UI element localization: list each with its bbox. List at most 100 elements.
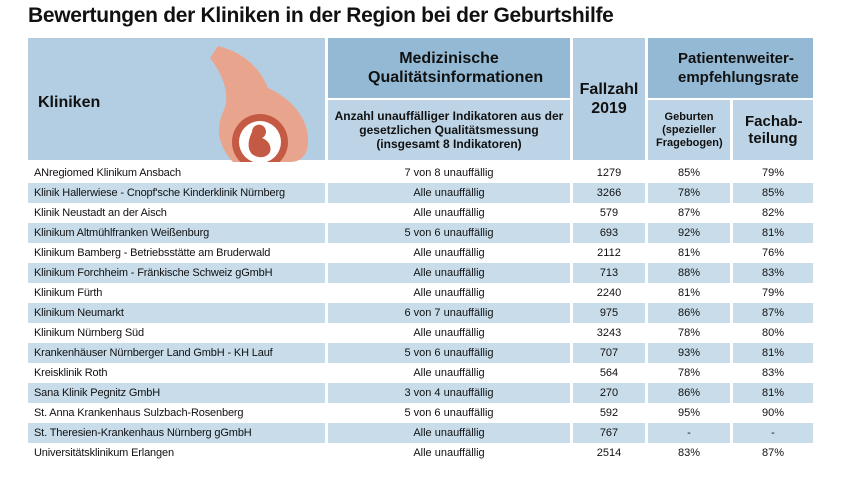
quality-header: Medizinische Qualitätsinformationen <box>328 38 570 98</box>
births-cell: 86% <box>648 303 730 323</box>
department-cell: 81% <box>733 223 813 243</box>
quality-cell: 3 von 4 unauffällig <box>328 383 570 403</box>
department-cell: 79% <box>761 287 785 299</box>
pregnancy-icon <box>210 46 309 162</box>
births-cell: 85% <box>677 167 701 179</box>
clinic-name: Klinikum Bamberg - Betriebsstätte am Bru… <box>34 247 271 259</box>
table-row: Kreisklinik Roth Alle unauffällig 564 78% 83… <box>28 363 813 383</box>
table-row: Klinikum Nürnberg Süd Alle unauffällig 324… <box>28 323 813 343</box>
quality-cell: Alle unauffällig <box>413 367 485 379</box>
births-cell: 87% <box>677 207 701 219</box>
births-cell: 95% <box>677 407 701 419</box>
recommend-header: Patientenweiter-empfehlungsrate <box>648 38 813 98</box>
births-cell: 86% <box>648 383 730 403</box>
cases-cell: 2112 <box>597 247 621 259</box>
cases-cell: 693 <box>573 223 645 243</box>
births-cell: 78% <box>677 327 701 339</box>
cases-cell: 975 <box>573 303 645 323</box>
clinic-name: Sana Klinik Pegnitz GmbH <box>28 383 325 403</box>
department-cell: 83% <box>761 367 785 379</box>
table-row: Klinikum Altmühlfranken Weißenburg 5 von … <box>28 223 813 243</box>
department-cell: 81% <box>733 343 813 363</box>
clinic-name: Kreisklinik Roth <box>34 367 108 379</box>
table-body: ANregiomed Klinikum Ansbach 7 von 8 unauf… <box>28 163 813 463</box>
clinic-name: Universitätsklinikum Erlangen <box>34 447 174 459</box>
table-row: Klinikum Forchheim - Fränkische Schweiz … <box>28 263 813 283</box>
table-row: Krankenhäuser Nürnberger Land GmbH - KH … <box>28 343 813 363</box>
table-row: Klinikum Fürth Alle unauffällig 2240 81% 79% <box>28 283 813 303</box>
births-cell: - <box>648 423 730 443</box>
department-cell: 81% <box>733 383 813 403</box>
clinic-name: Klinikum Nürnberg Süd <box>34 327 144 339</box>
department-cell: 76% <box>761 247 785 259</box>
quality-cell: 5 von 6 unauffällig <box>328 343 570 363</box>
department-cell: 79% <box>761 167 785 179</box>
births-cell: 92% <box>648 223 730 243</box>
clinic-name: Klinikum Neumarkt <box>28 303 325 323</box>
table-row: Klinikum Neumarkt 6 von 7 unauffällig 975 8… <box>28 303 813 323</box>
clinics-label: Kliniken <box>38 94 101 111</box>
cases-cell: 3266 <box>573 183 645 203</box>
quality-cell: 5 von 6 unauffällig <box>328 223 570 243</box>
clinic-name: ANregiomed Klinikum Ansbach <box>34 167 181 179</box>
births-header: Geburten (spezieller Fragebogen) <box>648 98 730 160</box>
clinic-name: Krankenhäuser Nürnberger Land GmbH - KH … <box>28 343 325 363</box>
table-row: St. Anna Krankenhaus Sulzbach-Rosenberg 5… <box>28 403 813 423</box>
department-cell: - <box>733 423 813 443</box>
cases-cell: 592 <box>599 407 619 419</box>
clinic-name: Klinikum Fürth <box>34 287 103 299</box>
cases-cell: 2240 <box>596 287 622 299</box>
quality-cell: 5 von 6 unauffällig <box>404 407 494 419</box>
cases-cell: 707 <box>573 343 645 363</box>
births-cell: 88% <box>648 263 730 283</box>
department-cell: 83% <box>733 263 813 283</box>
cases-cell: 3243 <box>596 327 622 339</box>
quality-cell: Alle unauffällig <box>328 423 570 443</box>
department-cell: 87% <box>761 447 785 459</box>
quality-cell: Alle unauffällig <box>328 263 570 283</box>
table-row: Klinikum Bamberg - Betriebsstätte am Bru… <box>28 243 813 263</box>
quality-cell: Alle unauffällig <box>413 327 485 339</box>
cases-cell: 713 <box>573 263 645 283</box>
cases-cell: 270 <box>573 383 645 403</box>
births-cell: 81% <box>677 247 701 259</box>
births-cell: 78% <box>648 183 730 203</box>
quality-cell: 7 von 8 unauffällig <box>404 167 494 179</box>
quality-cell: Alle unauffällig <box>413 287 485 299</box>
clinic-name: Klinikum Forchheim - Fränkische Schweiz … <box>28 263 325 283</box>
births-cell: 93% <box>648 343 730 363</box>
births-cell: 81% <box>677 287 701 299</box>
table-row: Klinik Neustadt an der Aisch Alle unauffä… <box>28 203 813 223</box>
table-row: St. Theresien-Krankenhaus Nürnberg gGmbH… <box>28 423 813 443</box>
cases-cell: 564 <box>599 367 619 379</box>
department-cell: 85% <box>733 183 813 203</box>
department-cell: 87% <box>733 303 813 323</box>
table-row: Universitätsklinikum Erlangen Alle unauff… <box>28 443 813 463</box>
table-row: ANregiomed Klinikum Ansbach 7 von 8 unauf… <box>28 163 813 183</box>
clinic-name: Klinikum Altmühlfranken Weißenburg <box>28 223 325 243</box>
cases-header: Fallzahl 2019 <box>573 38 645 160</box>
clinics-header: Kliniken <box>28 38 325 162</box>
table-row: Klinik Hallerwiese - Cnopf'sche Kinderkl… <box>28 183 813 203</box>
quality-cell: Alle unauffällig <box>413 207 485 219</box>
quality-cell: 6 von 7 unauffällig <box>328 303 570 323</box>
clinic-name: Klinik Neustadt an der Aisch <box>34 207 167 219</box>
quality-cell: Alle unauffällig <box>413 447 485 459</box>
department-cell: 90% <box>761 407 785 419</box>
cases-cell: 579 <box>599 207 619 219</box>
births-cell: 78% <box>677 367 701 379</box>
clinic-name: St. Theresien-Krankenhaus Nürnberg gGmbH <box>28 423 325 443</box>
cases-cell: 2514 <box>596 447 622 459</box>
table: Kliniken Medizinische Qualitätsinformati… <box>25 38 816 463</box>
quality-sub-header: Anzahl unauffälliger Indikatoren aus der… <box>328 98 570 160</box>
department-cell: 82% <box>761 207 785 219</box>
quality-cell: Alle unauffällig <box>413 247 485 259</box>
department-header: Fachab-teilung <box>733 98 813 160</box>
clinic-name: Klinik Hallerwiese - Cnopf'sche Kinderkl… <box>28 183 325 203</box>
clinic-name: St. Anna Krankenhaus Sulzbach-Rosenberg <box>34 407 244 419</box>
quality-cell: Alle unauffällig <box>328 183 570 203</box>
title: Bewertungen der Kliniken in der Region b… <box>28 4 614 27</box>
cases-cell: 1279 <box>596 167 622 179</box>
births-cell: 83% <box>677 447 701 459</box>
